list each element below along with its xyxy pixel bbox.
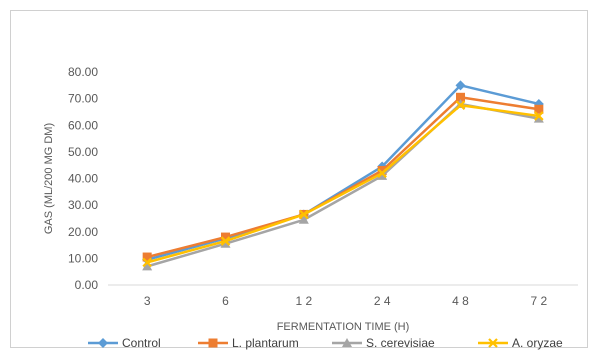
series-3 [142, 100, 544, 268]
data-point [220, 236, 231, 246]
y-tick-label: 80.00 [68, 65, 98, 79]
data-point [456, 92, 465, 102]
legend-label: S. cerevisiae [366, 336, 435, 350]
legend-entry: S. cerevisiae [332, 336, 435, 350]
y-axis-ticks: 0.00 10.00 20.00 30.00 40.00 50.00 60.00 70.00 8… [68, 65, 98, 292]
data-point [377, 168, 387, 178]
chart-frame [10, 10, 588, 348]
x-tick-label: 2 4 [374, 294, 391, 308]
data-point [221, 232, 230, 242]
data-point [377, 170, 388, 180]
y-tick-label: 0.00 [75, 278, 99, 292]
y-tick-label: 50.00 [68, 145, 98, 159]
y-axis-title: GAS (ML/200 MG DM) [43, 123, 55, 234]
y-tick-label: 40.00 [68, 172, 98, 186]
data-point [534, 104, 544, 114]
series-line [146, 84, 540, 261]
data-point [533, 113, 544, 123]
x-tick-label: 6 [222, 294, 229, 308]
data-point [142, 261, 153, 271]
legend-entry: L. plantarum [198, 336, 299, 350]
data-point [299, 209, 309, 220]
y-tick-label: 70.00 [68, 92, 98, 106]
legend-entry: Control [88, 336, 161, 350]
series-line [146, 96, 540, 259]
x-axis-title: FERMENTATION TIME (H) [277, 321, 410, 333]
y-tick-label: 60.00 [68, 118, 98, 132]
x-tick-label: 1 2 [295, 294, 312, 308]
y-tick-label: 30.00 [68, 198, 98, 212]
data-point [455, 100, 466, 111]
x-tick-label: 7 2 [530, 294, 547, 308]
legend-marker [208, 338, 218, 348]
legend-label: Control [122, 336, 161, 350]
legend-label: A. oryzae [512, 336, 563, 350]
legend-entry: A. oryzae [478, 336, 563, 350]
series-layer [142, 80, 544, 271]
legend-marker [488, 338, 498, 348]
data-point [142, 252, 152, 262]
series-line [146, 104, 540, 264]
data-point [377, 166, 387, 176]
data-point [142, 257, 152, 268]
legend-label: L. plantarum [232, 336, 299, 350]
data-point [220, 238, 231, 248]
legend-marker [98, 338, 108, 348]
series-1 [142, 92, 544, 262]
y-tick-label: 10.00 [68, 251, 98, 265]
data-point [534, 111, 544, 121]
legend-marker [342, 338, 352, 347]
x-tick-label: 3 [144, 294, 151, 308]
y-tick-label: 20.00 [68, 225, 98, 239]
legend: Control L. plantarum S. cerevisiae A. oryza… [88, 336, 563, 350]
data-point [298, 214, 309, 224]
x-tick-label: 4 8 [452, 294, 469, 308]
x-axis-ticks: 3 6 1 2 2 4 4 8 7 2 [144, 294, 548, 308]
data-point [455, 80, 466, 91]
